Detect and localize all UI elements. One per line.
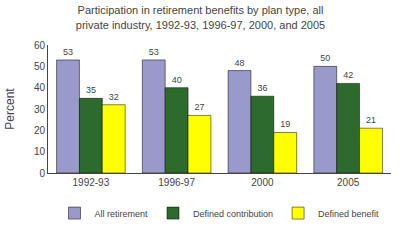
svg-text:30: 30	[34, 104, 46, 115]
svg-text:48: 48	[235, 58, 245, 68]
svg-text:1992-93: 1992-93	[73, 177, 110, 188]
svg-text:50: 50	[320, 53, 330, 63]
svg-text:20: 20	[34, 125, 46, 136]
svg-text:All retirement: All retirement	[95, 209, 149, 219]
svg-text:10: 10	[34, 146, 46, 157]
svg-text:40: 40	[34, 82, 46, 93]
svg-text:60: 60	[34, 40, 46, 51]
svg-text:40: 40	[172, 75, 182, 85]
svg-text:2000: 2000	[251, 177, 274, 188]
svg-text:Percent: Percent	[3, 88, 17, 130]
svg-text:Defined benefit: Defined benefit	[318, 209, 379, 219]
svg-text:21: 21	[366, 115, 376, 125]
svg-text:35: 35	[86, 85, 96, 95]
svg-text:Participation in retirement be: Participation in retirement benefits by …	[76, 4, 325, 30]
svg-text:Defined contribution: Defined contribution	[193, 209, 273, 219]
svg-text:53: 53	[149, 47, 159, 57]
svg-text:50: 50	[34, 61, 46, 72]
svg-text:42: 42	[343, 70, 353, 80]
svg-text:19: 19	[280, 119, 290, 129]
svg-text:2005: 2005	[337, 177, 360, 188]
svg-text:1996-97: 1996-97	[158, 177, 195, 188]
svg-text:27: 27	[194, 102, 204, 112]
svg-text:0: 0	[39, 168, 45, 179]
svg-text:53: 53	[63, 47, 73, 57]
svg-text:32: 32	[109, 92, 119, 102]
svg-text:36: 36	[257, 83, 267, 93]
